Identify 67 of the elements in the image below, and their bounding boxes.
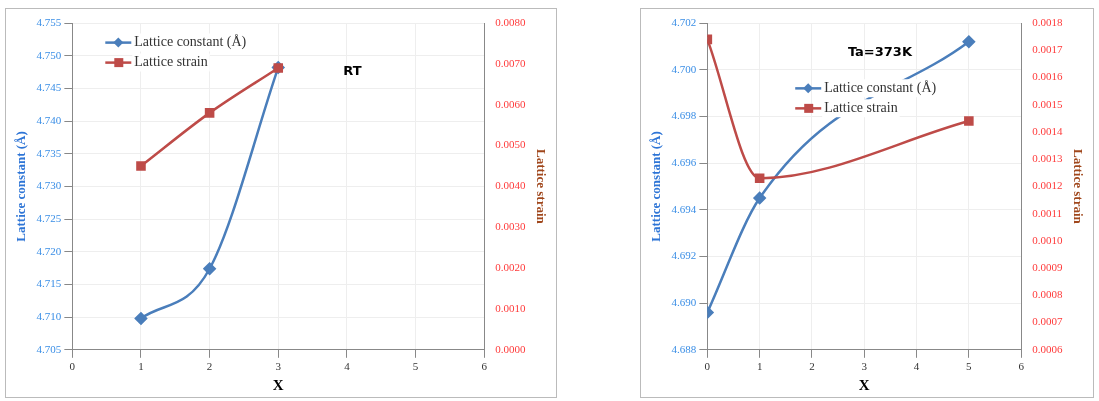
x-tick-label: 4	[913, 360, 920, 373]
y-tick-label: 4.745	[36, 81, 62, 94]
y2-tick-label: 0.0040	[495, 179, 526, 192]
y-tick-label: 4.696	[671, 155, 697, 168]
x-tick-label: 6	[481, 360, 488, 373]
x-axis-title: X	[858, 376, 870, 393]
y-tick-label: 4.702	[671, 15, 697, 28]
y-tick-label: 4.705	[36, 342, 62, 355]
y-axis-title: Lattice constant (Å)	[13, 131, 29, 242]
y2-tick-label: 0.0020	[495, 260, 526, 273]
y-tick-label: 4.700	[671, 62, 697, 75]
y2-tick-label: 0.0015	[1032, 97, 1063, 110]
y-tick-label: 4.755	[36, 15, 62, 28]
y2-tick-label: 0.0008	[1032, 288, 1063, 301]
y-tick-label: 4.740	[36, 113, 62, 126]
y-tick-label: 4.694	[671, 202, 697, 215]
x-tick-label: 6	[1018, 360, 1025, 373]
legend-label: Lattice constant (Å)	[134, 34, 247, 51]
x-tick-label: 3	[861, 360, 868, 373]
x-axis-title: X	[272, 376, 284, 393]
y2-tick-label: 0.0018	[1032, 15, 1063, 28]
x-tick-label: 2	[809, 360, 815, 373]
y-tick-label: 4.735	[36, 146, 62, 159]
y2-tick-label: 0.0013	[1032, 152, 1063, 165]
x-tick-label: 2	[206, 360, 213, 373]
x-tick-label: 1	[138, 360, 144, 373]
y-tick-label: 4.690	[671, 296, 697, 308]
y-tick-label: 4.750	[36, 48, 62, 61]
y2-tick-label: 0.0012	[1032, 179, 1063, 192]
y2-tick-label: 0.0009	[1032, 260, 1063, 273]
y2-tick-label: 0.0017	[1032, 43, 1063, 56]
x-tick-label: 0	[704, 360, 711, 373]
y-tick-label: 4.692	[671, 249, 697, 262]
y2-tick-label: 0.0006	[1032, 342, 1063, 355]
y-tick-label: 4.715	[36, 277, 62, 290]
x-tick-label: 4	[344, 360, 351, 373]
x-tick-label: 5	[412, 360, 419, 373]
x-tick-label: 5	[966, 360, 973, 373]
y2-tick-label: 0.0016	[1032, 70, 1063, 83]
y-tick-label: 4.720	[36, 244, 62, 257]
y2-tick-label: 0.0000	[495, 342, 526, 355]
legend-label: Lattice constant (Å)	[824, 80, 937, 97]
y2-axis-title: Lattice strain	[533, 149, 549, 225]
y2-tick-label: 0.0050	[495, 138, 526, 151]
y2-tick-label: 0.0080	[495, 15, 526, 28]
y2-tick-label: 0.0011	[1032, 206, 1062, 219]
y2-tick-label: 0.0007	[1032, 315, 1063, 328]
x-tick-label: 0	[69, 360, 76, 373]
y2-tick-label: 0.0070	[495, 56, 526, 69]
text: Ta=373K	[847, 43, 913, 59]
y-tick-label: 4.688	[671, 342, 697, 355]
legend-label: Lattice strain	[824, 100, 898, 116]
y2-tick-label: 0.0010	[495, 301, 526, 314]
y2-axis-title: Lattice strain	[1070, 149, 1086, 225]
x-tick-label: 1	[756, 360, 763, 373]
y2-tick-label: 0.0010	[1032, 233, 1063, 246]
y2-tick-label: 0.0060	[495, 97, 526, 110]
legend-label: Lattice strain	[134, 54, 208, 70]
x-tick-label: 3	[275, 360, 282, 373]
y-tick-label: 4.698	[671, 109, 697, 122]
y-tick-label: 4.730	[36, 179, 62, 192]
y2-tick-label: 0.0030	[495, 220, 526, 233]
text: RT	[343, 63, 362, 79]
y-axis-title: Lattice constant (Å)	[648, 131, 664, 242]
y2-tick-label: 0.0014	[1032, 124, 1063, 137]
y-tick-label: 4.725	[36, 211, 62, 224]
y-tick-label: 4.710	[36, 310, 62, 323]
